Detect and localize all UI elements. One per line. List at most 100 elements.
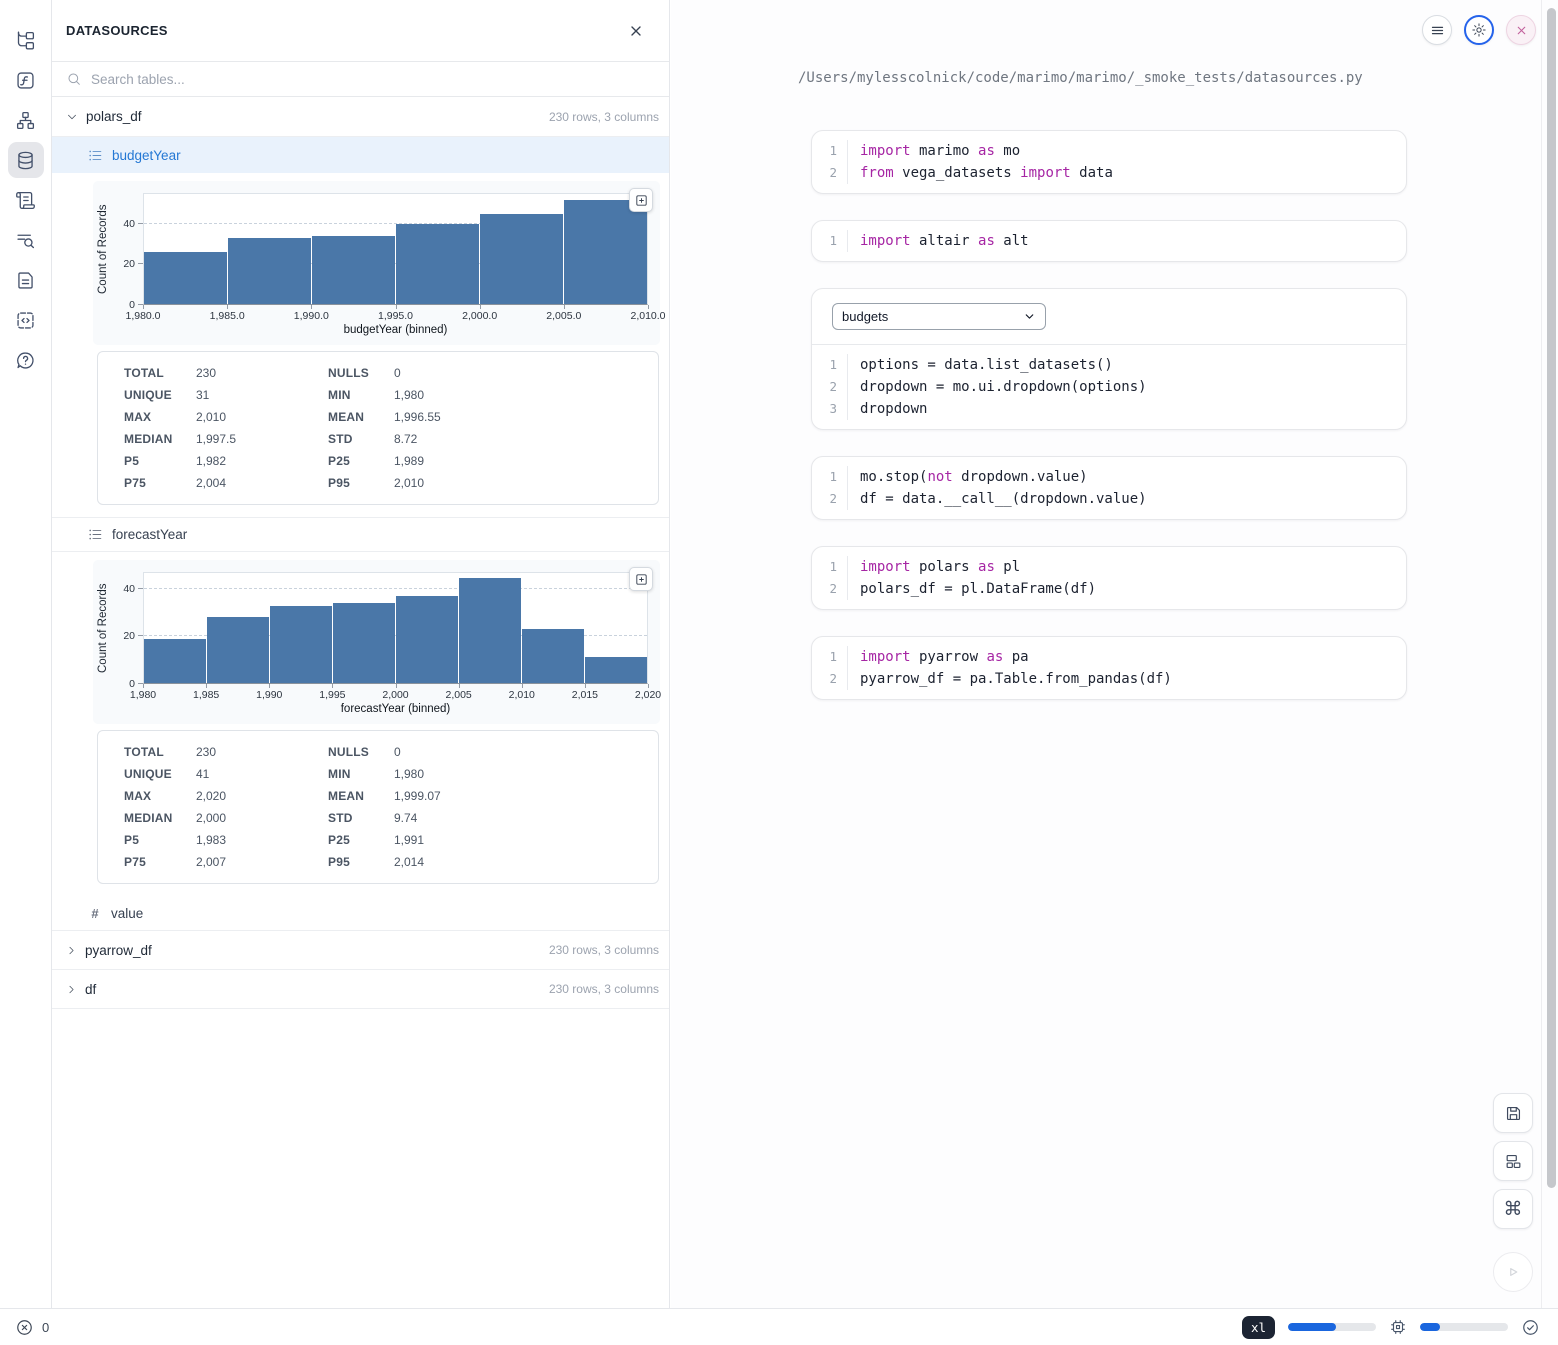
stat-value: 0 xyxy=(394,366,401,380)
table-row-df[interactable]: df 230 rows, 3 columns xyxy=(52,970,669,1009)
stat-value: 2,004 xyxy=(196,476,227,490)
histogram-bar xyxy=(207,617,269,683)
stat-label: NULLS xyxy=(328,745,369,759)
scrollbar-thumb[interactable] xyxy=(1547,8,1556,1188)
file-tree-icon[interactable] xyxy=(8,22,44,58)
memory-meter xyxy=(1288,1323,1376,1331)
expand-chart-button[interactable] xyxy=(629,567,653,591)
stat-label: MEAN xyxy=(328,410,365,424)
menu-button[interactable] xyxy=(1422,15,1452,45)
snippets-icon[interactable] xyxy=(8,302,44,338)
budgetYear-stats-card: TOTAL 230 NULLS 0 UNIQUE 31 MIN 1,980 MAX 2,010 ME… xyxy=(97,351,659,505)
stat-label: P25 xyxy=(328,454,350,468)
close-panel-button[interactable] xyxy=(625,20,647,42)
stat-value: 1,989 xyxy=(394,454,425,468)
dependency-graph-icon[interactable] xyxy=(8,102,44,138)
dataset-dropdown[interactable]: budgets xyxy=(832,303,1046,330)
code-row: 2 polars_df = pl.DataFrame(df) xyxy=(812,578,1406,600)
stat-label: P95 xyxy=(328,855,350,869)
stat-label: STD xyxy=(328,432,353,446)
stat-label: MAX xyxy=(124,410,152,424)
code-row: 1 import altair as alt xyxy=(812,230,1406,252)
stat-value: 1,991 xyxy=(394,833,425,847)
scrollbar-track[interactable] xyxy=(1541,0,1558,1308)
connection-status-icon[interactable] xyxy=(1521,1318,1540,1337)
histogram-bars xyxy=(144,573,647,683)
table-row-pyarrow-df[interactable]: pyarrow_df 230 rows, 3 columns xyxy=(52,931,669,970)
code-cell-pyarrow[interactable]: 1 import pyarrow as pa 2 pyarrow_df = pa.Ta… xyxy=(811,636,1407,700)
x-tick-label: 2,010.0 xyxy=(630,310,666,322)
settings-button[interactable] xyxy=(1464,15,1494,45)
documentation-icon[interactable] xyxy=(8,262,44,298)
y-axis: 0 20 40 xyxy=(113,572,143,690)
table-meta: 230 rows, 3 columns xyxy=(548,982,659,996)
x-tick-label: 1,985.0 xyxy=(209,310,245,322)
histogram-bar xyxy=(564,200,647,304)
list-icon xyxy=(89,529,102,540)
notebook-area: /Users/mylesscolnick/code/marimo/marimo/… xyxy=(671,0,1558,1308)
stat-value: 9.74 xyxy=(394,811,418,825)
code-row: 2 pyarrow_df = pa.Table.from_pandas(df) xyxy=(812,668,1406,690)
save-button[interactable] xyxy=(1493,1093,1533,1133)
code-cell-stop[interactable]: 1 mo.stop(not dropdown.value) 2 df = data._… xyxy=(811,456,1407,520)
stat-label: MIN xyxy=(328,767,351,781)
code-cell-altair[interactable]: 1 import altair as alt xyxy=(811,220,1407,262)
code-line: import pyarrow as pa xyxy=(860,649,1029,665)
stat-label: MAX xyxy=(124,789,152,803)
run-button[interactable] xyxy=(1493,1252,1533,1292)
expand-chart-button[interactable] xyxy=(629,188,653,212)
dropdown-selected-value: budgets xyxy=(842,309,889,324)
stat-value: 8.72 xyxy=(394,432,418,446)
chevron-right-icon xyxy=(69,985,74,993)
x-tick-label: 2,015 xyxy=(571,689,599,701)
number-column-icon: # xyxy=(91,905,99,921)
column-row-budgetYear[interactable]: budgetYear xyxy=(52,137,669,173)
column-name: budgetYear xyxy=(112,147,181,163)
stat-label: STD xyxy=(328,811,353,825)
shutdown-button[interactable] xyxy=(1506,15,1536,45)
layout-toggle-button[interactable] xyxy=(1493,1141,1533,1181)
histogram-bar xyxy=(396,596,458,683)
table-name: df xyxy=(85,981,97,997)
table-row-polars-df[interactable]: polars_df 230 rows, 3 columns xyxy=(52,97,669,137)
line-number: 1 xyxy=(812,556,848,578)
code-row: 2 df = data.__call__(dropdown.value) xyxy=(812,488,1406,510)
functions-icon[interactable] xyxy=(8,62,44,98)
code-cell-polars[interactable]: 1 import polars as pl 2 polars_df = pl.Data… xyxy=(811,546,1407,610)
stat-value: 0 xyxy=(394,745,401,759)
stat-value: 1,983 xyxy=(196,833,227,847)
stat-value: 230 xyxy=(196,745,217,759)
budgetYear-histogram-card: Count of Records 0 20 40 1,980.0 1,985.0 1,9… xyxy=(93,181,666,345)
cpu-icon xyxy=(1391,1320,1405,1334)
code-cell-imports[interactable]: 1 import marimo as mo 2 from vega_datasets … xyxy=(811,130,1407,194)
search-tables-input[interactable] xyxy=(91,71,655,87)
keyboard-shortcuts-button[interactable]: ⌘ xyxy=(1493,1189,1533,1229)
datasources-icon[interactable] xyxy=(7,142,44,178)
x-tick-label: 2,010 xyxy=(508,689,535,701)
cpu-meter xyxy=(1420,1323,1508,1331)
command-icon: ⌘ xyxy=(1503,1198,1523,1220)
column-row-value[interactable]: # value xyxy=(52,896,669,931)
close-icon xyxy=(1517,26,1525,34)
stat-label: P75 xyxy=(124,855,146,869)
y-axis-title: Count of Records xyxy=(97,204,109,294)
x-tick-label: 2,000 xyxy=(382,689,409,701)
error-counter[interactable]: 0 xyxy=(15,1318,49,1337)
stat-value: 31 xyxy=(196,388,210,402)
stat-value: 2,020 xyxy=(196,789,227,803)
search-tables-row xyxy=(52,62,669,97)
scratchpad-icon[interactable] xyxy=(8,182,44,218)
stat-value: 1,980 xyxy=(394,767,425,781)
column-row-forecastYear[interactable]: forecastYear xyxy=(52,517,669,552)
histogram-bar xyxy=(480,214,563,304)
code-cell-dropdown[interactable]: budgets 1 options = data.list_datasets() 2… xyxy=(811,288,1407,430)
width-badge[interactable]: xl xyxy=(1241,1315,1275,1339)
help-icon[interactable] xyxy=(8,342,44,378)
x-tick-label: 1,985 xyxy=(192,689,220,701)
line-number: 3 xyxy=(812,398,848,420)
logs-icon[interactable] xyxy=(8,222,44,258)
code-row: 1 import polars as pl xyxy=(812,556,1406,578)
code-line: pyarrow_df = pa.Table.from_pandas(df) xyxy=(860,671,1172,687)
play-icon xyxy=(1510,1268,1518,1276)
forecastYear-histogram-card: Count of Records 0 20 40 1,980 1,985 1,990 1,… xyxy=(93,560,661,724)
